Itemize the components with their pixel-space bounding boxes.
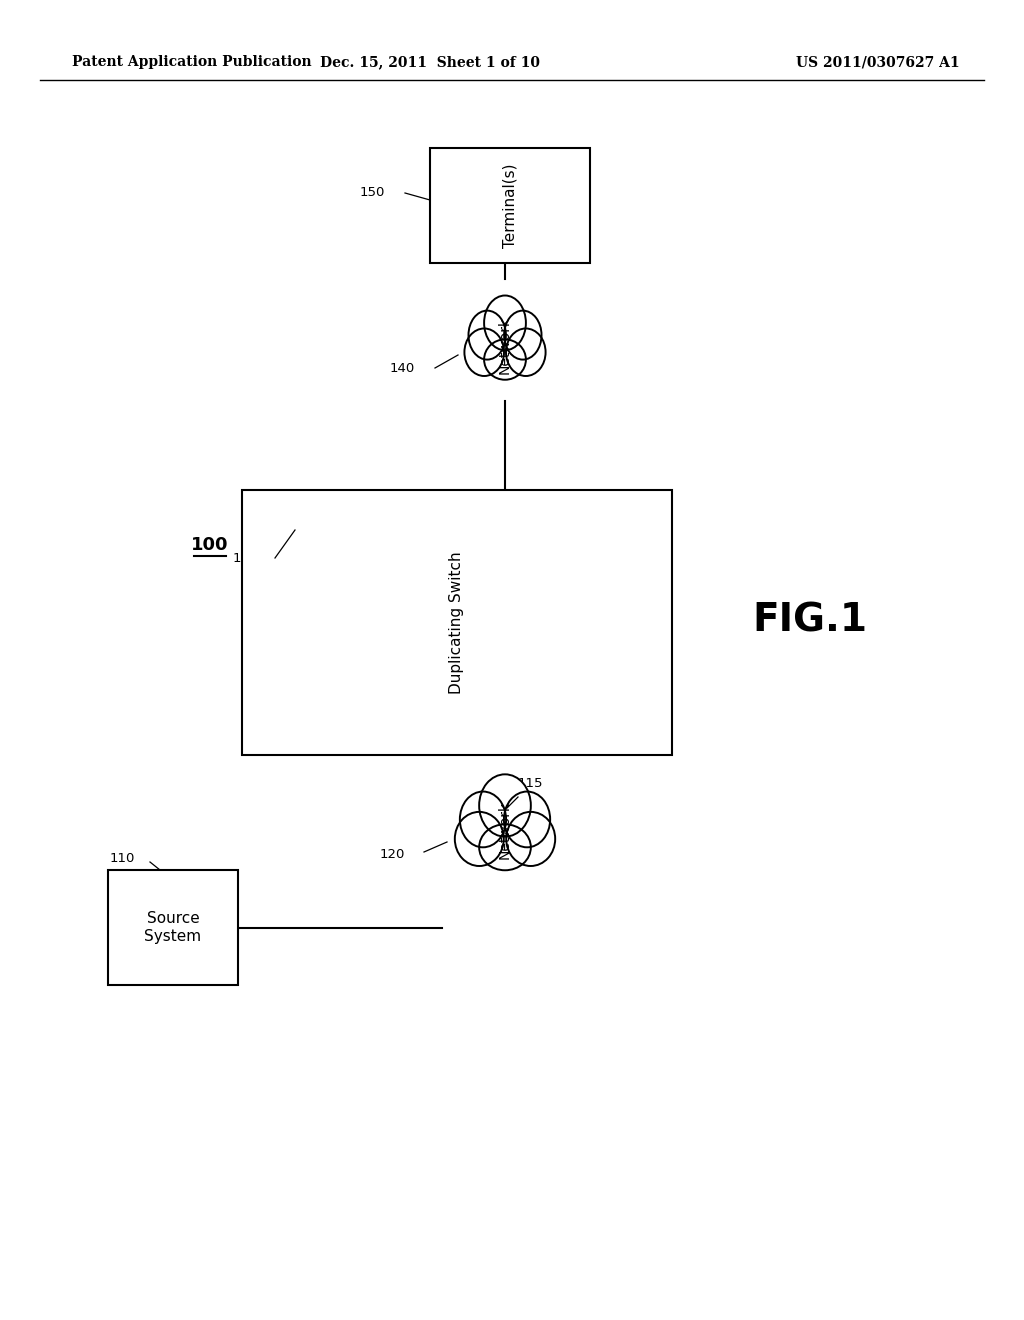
Text: FIG.1: FIG.1: [753, 601, 867, 639]
Ellipse shape: [469, 310, 506, 359]
Ellipse shape: [506, 812, 555, 866]
Ellipse shape: [479, 775, 530, 837]
Ellipse shape: [460, 792, 506, 847]
Ellipse shape: [504, 792, 550, 847]
Text: Network: Network: [498, 315, 512, 374]
Text: Source
System: Source System: [144, 911, 202, 944]
Ellipse shape: [506, 329, 546, 376]
Text: 140: 140: [390, 362, 415, 375]
Ellipse shape: [469, 309, 541, 371]
Ellipse shape: [504, 310, 542, 359]
FancyBboxPatch shape: [242, 490, 672, 755]
Text: 110: 110: [110, 851, 135, 865]
Text: 115: 115: [518, 777, 544, 789]
Ellipse shape: [479, 825, 530, 870]
Text: US 2011/0307627 A1: US 2011/0307627 A1: [797, 55, 961, 69]
FancyBboxPatch shape: [430, 148, 590, 263]
Ellipse shape: [455, 812, 504, 866]
Text: Dec. 15, 2011  Sheet 1 of 10: Dec. 15, 2011 Sheet 1 of 10: [319, 55, 540, 69]
Ellipse shape: [484, 296, 526, 350]
Ellipse shape: [461, 791, 549, 859]
FancyBboxPatch shape: [108, 870, 238, 985]
Text: Duplicating Switch: Duplicating Switch: [450, 552, 465, 694]
Text: 130: 130: [232, 552, 258, 565]
Text: Terminal(s): Terminal(s): [503, 164, 517, 248]
Text: Network: Network: [498, 801, 512, 859]
Text: Patent Application Publication: Patent Application Publication: [72, 55, 311, 69]
Text: 120: 120: [380, 849, 406, 862]
Text: 100: 100: [191, 536, 228, 554]
Text: 150: 150: [359, 186, 385, 199]
Ellipse shape: [465, 329, 504, 376]
Ellipse shape: [484, 339, 526, 380]
